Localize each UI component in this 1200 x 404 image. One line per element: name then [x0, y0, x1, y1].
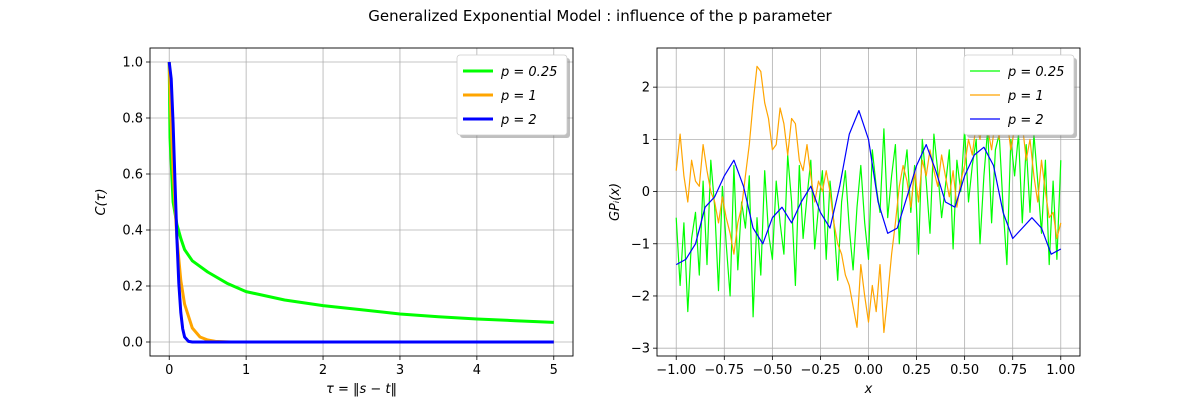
x-tick-label: 5: [550, 363, 558, 378]
legend-entry: p = 0.25: [1007, 65, 1064, 80]
y-tick-label: 1.0: [122, 56, 143, 71]
x-tick-label: 2: [319, 363, 327, 378]
y-tick-label: 0.4: [122, 224, 143, 239]
x-tick-label: −1.00: [656, 363, 696, 378]
x-axis-label: x: [864, 382, 873, 397]
series-line-3: [675, 109, 1062, 266]
legend-entry: p = 2: [500, 113, 537, 128]
x-axis-label: τ = ‖s − t‖: [326, 382, 397, 397]
y-tick-label: −1: [631, 237, 650, 252]
x-tick-label: 0.75: [998, 363, 1027, 378]
series-line-1: [167, 61, 554, 324]
chart-1: 0 1 2 3 4 5 0.0 0.2 0.4 0.6 0.8 1.0 τ = ‖s − t‖ C(τ) p…: [94, 47, 574, 397]
legend-entry: p = 1: [1007, 89, 1044, 104]
x-tick-label: −0.50: [752, 363, 792, 378]
y-tick-label: 0.8: [122, 112, 143, 127]
series-group: [167, 61, 554, 344]
y-tick-label: 0.0: [122, 336, 143, 351]
x-tick-label: −0.25: [801, 363, 841, 378]
x-tick-label: 0: [165, 363, 173, 378]
axes-frame: [149, 47, 574, 357]
y-tick-label: −2: [631, 289, 650, 304]
x-tick-label: 3: [396, 363, 404, 378]
x-tick-label: 1: [242, 363, 250, 378]
x-tick-label: 4: [473, 363, 481, 378]
y-tick-label: −3: [631, 342, 650, 357]
legend-entry: p = 0.25: [500, 65, 557, 80]
axes-frame: [656, 47, 1081, 357]
y-tick-label: 0: [642, 185, 650, 200]
series-line-3: [167, 61, 554, 344]
legend-box: [963, 54, 1075, 136]
legend-entry: p = 2: [1007, 113, 1044, 128]
x-tick-label: 0.50: [950, 363, 979, 378]
figure-suptitle: Generalized Exponential Model : influenc…: [368, 7, 832, 25]
x-tick-label: 0.25: [902, 363, 931, 378]
y-tick-label: 1: [642, 133, 650, 148]
y-tick-label: 0.2: [122, 280, 143, 295]
x-tick-label: 0.00: [854, 363, 883, 378]
series-line-1: [675, 128, 1062, 318]
y-axis-label: GPᵢ(x): [608, 183, 623, 221]
x-tick-label: −0.75: [704, 363, 744, 378]
y-tick-label: 2: [642, 81, 650, 96]
y-axis-label: C(τ): [94, 188, 109, 215]
y-tick-label: 0.6: [122, 168, 143, 183]
x-tick-label: 1.00: [1046, 363, 1075, 378]
legend-entry: p = 1: [500, 89, 537, 104]
chart-2: −1.00 −0.75 −0.50 −0.25 0.00 0.25 0.50 0.75 1.00…: [608, 47, 1081, 397]
legend-box: [456, 54, 568, 136]
